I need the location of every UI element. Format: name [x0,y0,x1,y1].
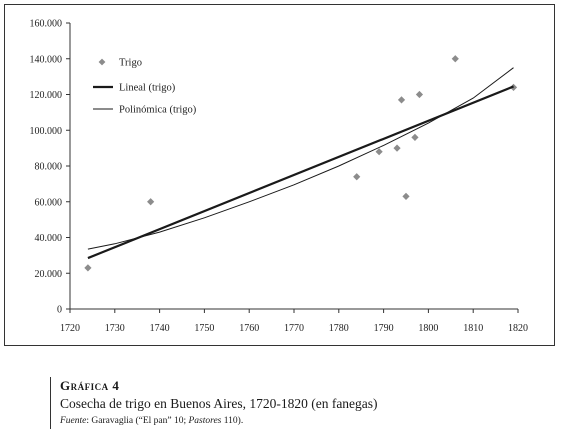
x-tick-label: 1730 [105,323,125,334]
trendline-polynomial [87,67,514,250]
x-tick-label: 1800 [418,323,438,334]
data-point-trigo [147,198,155,206]
y-tick-label: 160.000 [30,19,63,30]
source-end: 110). [221,416,244,426]
caption-source: Fuente: Garavaglia (“El pan” 10; Pastore… [60,413,530,429]
y-tick-label: 0 [57,305,62,316]
data-point-trigo [402,192,410,200]
legend-label: Trigo [119,58,142,69]
x-tick-label: 1780 [329,323,349,334]
y-tick-label: 20.000 [35,269,63,280]
legend-label: Polinómica (trigo) [119,105,197,116]
y-tick-label: 60.000 [35,197,63,208]
x-tick-label: 1820 [508,323,528,334]
legend: Trigo Lineal (trigo) Polinómica (trigo) [93,58,197,116]
y-tick-label: 40.000 [35,233,63,244]
x-tick-label: 1760 [239,323,259,334]
source-work: Pastores [188,416,222,426]
x-tick-label: 1750 [194,323,214,334]
chart-frame: 0 20.000 40.000 60.000 80.000 100.000 120.000 1… [4,4,555,346]
y-tick-label: 140.000 [30,54,63,65]
x-tick-label: 1720 [60,323,80,334]
data-point-trigo [451,55,459,63]
x-tick-label: 1790 [374,323,394,334]
data-point-trigo [393,144,401,152]
x-tick-label: 1810 [463,323,483,334]
chart-plot: 0 20.000 40.000 60.000 80.000 100.000 120.000 1… [30,19,529,335]
data-point-trigo [415,90,424,99]
y-tick-label: 120.000 [30,90,63,101]
y-tick-label: 80.000 [35,162,63,173]
source-text: : Garavaglia (“El pan” 10; [86,416,189,426]
caption-title: Cosecha de trigo en Buenos Aires, 1720-1… [60,396,378,411]
data-point-trigo [353,173,361,181]
x-tick-label: 1770 [284,323,304,334]
y-tick-labels: 0 20.000 40.000 60.000 80.000 100.000 120.000 1… [30,19,70,316]
x-tick-labels: 1720 1730 1740 1750 1760 1770 1780 1790 1800 1810… [60,309,528,334]
x-tick-label: 1740 [150,323,170,334]
legend-marker-trigo [98,58,106,66]
y-tick-label: 100.000 [30,126,63,137]
data-point-trigo [375,148,383,156]
figure-caption: Gráfica 4 Cosecha de trigo en Buenos Air… [50,377,530,429]
source-label: Fuente [60,416,87,426]
series-layer [84,55,518,272]
data-point-trigo [84,264,92,272]
legend-label: Lineal (trigo) [119,83,176,94]
data-point-trigo [411,133,419,141]
data-point-trigo [397,96,406,104]
caption-heading: Gráfica 4 [60,378,120,393]
